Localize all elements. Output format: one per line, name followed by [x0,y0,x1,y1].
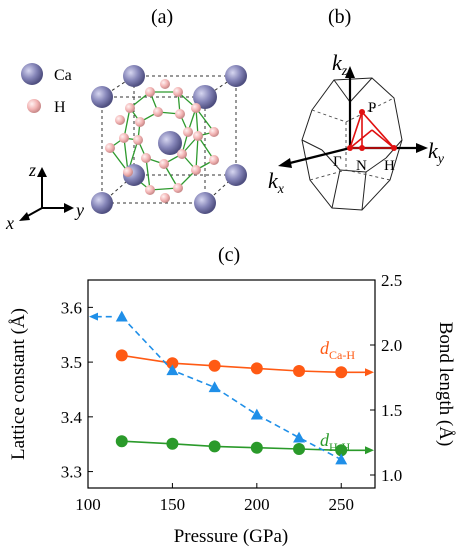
hydrogen-atoms [105,79,219,203]
panel-c-label: (c) [218,244,241,266]
series-2-point [293,431,306,443]
high-symmetry-path [348,110,396,149]
series-0-point [166,357,179,370]
series-2-point [250,408,263,420]
y2-tick-label: 1.0 [381,466,402,485]
coordinate-axes [19,167,74,221]
point-h-label: H [384,158,395,174]
series-1-point [166,437,179,450]
bz-hidden-edges [309,97,395,181]
x-tick-label: 100 [75,495,101,514]
point-p-label: P [368,100,376,116]
y-tick-label: 3.3 [61,463,82,482]
series-1-point [293,443,306,455]
crystal-structure-figure: Ca H z x y [5,63,247,233]
series-2-arrowhead [89,312,98,321]
panel-a-label: (a) [151,6,174,28]
series-0-point [208,359,221,372]
y2-tick-label: 2.0 [381,336,402,355]
axis-z-label: z [28,160,36,180]
y2-tick-label: 2.5 [381,271,402,290]
series-2-point [208,381,221,393]
legend-h-label: H [54,99,66,116]
series-label-ca-h: dCa-H [320,338,355,362]
panel-b-label: (b) [328,6,352,28]
series-1-arrowhead [365,446,374,455]
kz-label: kz [332,50,348,79]
y2-axis-title: Bond length (Å) [435,322,456,447]
y-tick-label: 3.4 [61,408,83,427]
series-2-point [335,453,348,465]
y2-tick-label: 1.5 [381,401,402,420]
series-0-point [250,362,263,375]
x-tick-label: 150 [160,495,186,514]
axis-y-label: y [74,200,84,220]
x-axis-title: Pressure (GPa) [174,526,289,547]
legend-ca-atom [21,63,43,85]
high-symmetry-points [347,109,397,151]
x-tick-label: 200 [244,495,270,514]
series-1-point [115,435,128,448]
legend-h-atom [27,99,41,113]
point-n-label: N [356,158,367,174]
series-2-point [115,310,128,322]
y-axis-title: Lattice constant (Å) [8,308,29,460]
series-2-point [166,364,179,376]
y-tick-label: 3.5 [61,353,82,372]
series-0-point [335,366,348,379]
series-0-line [121,354,342,374]
series-label-h-h: dH-H [320,430,351,454]
lattice-bond-chart: 100 150 200 250 3.3 3.4 3.5 3.6 1.0 1.5 2.0 2.5 Pre… [8,271,456,547]
series-0-arrowhead [365,368,374,377]
series-1-point [335,444,348,457]
point-gamma-label: Γ [333,154,342,170]
calcium-atoms [91,65,247,214]
ky-label: ky [428,138,445,167]
series-1-line [121,440,342,452]
plot-frame [87,279,376,489]
legend-ca-label: Ca [54,67,72,84]
axis-x-label: x [5,213,14,233]
brillouin-zone-figure: kz kx ky P Γ N H [268,50,445,211]
reciprocal-axes [278,66,428,168]
series-1-point [250,441,263,454]
x-tick-label: 250 [328,495,354,514]
kx-label: kx [268,168,285,197]
series-0-point [293,365,306,377]
y-tick-label: 3.6 [61,298,82,317]
series-2-line [121,316,342,461]
series-1-point [208,440,221,453]
series-0-point [115,349,128,362]
